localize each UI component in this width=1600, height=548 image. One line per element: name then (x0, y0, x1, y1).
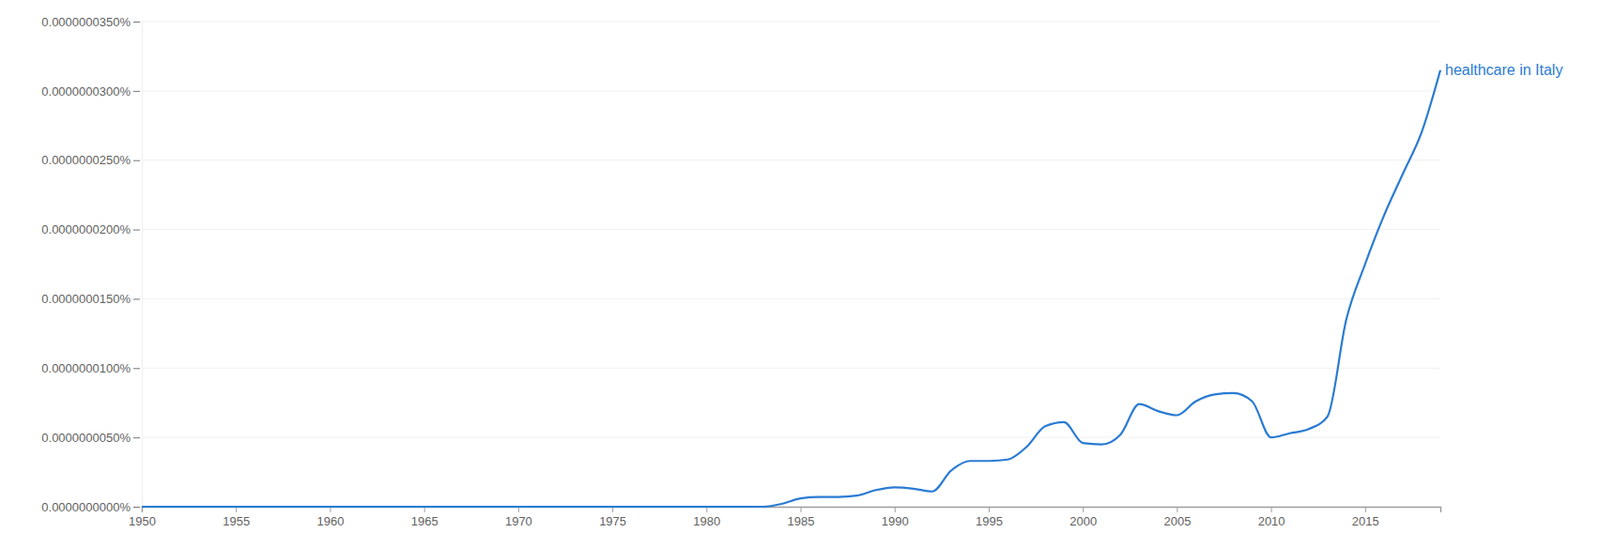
x-tick-label: 2005 (1163, 514, 1191, 529)
grid-line (141, 437, 1441, 439)
y-tick: 0.0000000150% (41, 292, 140, 307)
x-tick-label: 1955 (222, 514, 250, 529)
series-line (141, 70, 1441, 508)
grid-line (141, 298, 1441, 300)
x-tick-label: 1985 (787, 514, 816, 529)
x-tick: 1950 (128, 507, 156, 529)
x-tick: 1985 (787, 507, 816, 529)
x-tick-label: 1965 (411, 514, 439, 529)
y-tick-label: 0.0000000350% (41, 15, 131, 30)
x-tick: 2010 (1258, 507, 1286, 529)
x-tick: 1960 (316, 507, 344, 529)
x-tick-mark (988, 507, 990, 513)
y-tick: 0.0000000050% (41, 430, 140, 446)
y-tick: 0.0000000250% (41, 153, 140, 168)
y-tick-mark (133, 230, 140, 231)
x-tick: 1980 (692, 507, 721, 529)
x-tick: 1990 (881, 507, 909, 529)
y-tick-label: 0.0000000200% (41, 222, 131, 237)
x-tick-mark (800, 507, 802, 513)
x-tick-label: 2015 (1352, 514, 1380, 529)
series-label: healthcare in Italy (1445, 61, 1563, 78)
x-tick-mark (1082, 507, 1084, 513)
plot: 0.0000000000% 0.0000000050% 0.0000000100% 0… (41, 15, 1563, 530)
y-tick-mark (133, 160, 140, 162)
y-tick-label: 0.0000000100% (41, 361, 131, 376)
grid (141, 21, 1441, 508)
grid-line (141, 368, 1441, 370)
x-tick: 1995 (975, 507, 1003, 529)
grid-line (141, 90, 1441, 92)
x-tick: 1955 (222, 507, 250, 529)
x-tick-label: 1950 (128, 514, 156, 529)
y-axis: 0.0000000000% 0.0000000050% 0.0000000100% 0… (41, 15, 142, 515)
y-tick: 0.0000000100% (41, 361, 140, 376)
x-tick: 2005 (1163, 507, 1191, 529)
x-tick-mark (894, 507, 896, 513)
y-tick-mark (133, 368, 140, 370)
x-tick-label: 1980 (692, 514, 721, 529)
x-tick: 2015 (1352, 507, 1380, 529)
y-tick-label: 0.0000000300% (41, 84, 131, 99)
y-tick-label: 0.0000000150% (41, 292, 131, 307)
y-tick: 0.0000000300% (41, 84, 140, 99)
y-tick-mark (133, 91, 140, 93)
x-tick: 1970 (505, 507, 533, 529)
x-tick: 2000 (1069, 507, 1097, 529)
x-tick-mark (1176, 507, 1178, 513)
x-tick: 1965 (411, 507, 439, 529)
grid-line (141, 229, 1441, 231)
y-tick: 0.0000000200% (41, 222, 140, 237)
grid-line (141, 21, 1441, 23)
y-tick-mark (133, 437, 140, 439)
chart: 0.0000000000% 0.0000000050% 0.0000000100% 0… (0, 0, 1600, 548)
x-tick-mark (1365, 507, 1367, 513)
x-axis: 1950 1955 1960 1965 1970 1975 1980 1985 1990 1995… (128, 507, 1441, 529)
y-tick-mark (133, 507, 140, 508)
y-tick-label: 0.0000000050% (41, 430, 131, 446)
x-axis-line (142, 507, 1442, 514)
grid-line (141, 159, 1441, 161)
y-tick-label: 0.0000000000% (41, 500, 131, 515)
y-tick-mark (133, 298, 140, 300)
y-axis-line (135, 22, 143, 508)
x-tick-label: 2000 (1069, 514, 1097, 529)
x-tick-mark (1271, 507, 1273, 513)
x-tick-label: 1995 (975, 514, 1003, 529)
series-labels: healthcare in Italy (1445, 61, 1563, 78)
x-tick-label: 1970 (505, 514, 533, 529)
x-tick-label: 1990 (881, 514, 909, 529)
x-tick-label: 1960 (316, 514, 344, 529)
y-tick: 0.0000000000% (41, 500, 140, 515)
x-tick-label: 1975 (599, 514, 627, 529)
x-tick-label: 2010 (1258, 514, 1286, 529)
y-tick-mark (133, 21, 140, 23)
x-tick: 1975 (599, 507, 627, 529)
series-group (141, 70, 1441, 508)
y-tick-label: 0.0000000250% (41, 153, 131, 168)
y-tick: 0.0000000350% (41, 15, 140, 30)
